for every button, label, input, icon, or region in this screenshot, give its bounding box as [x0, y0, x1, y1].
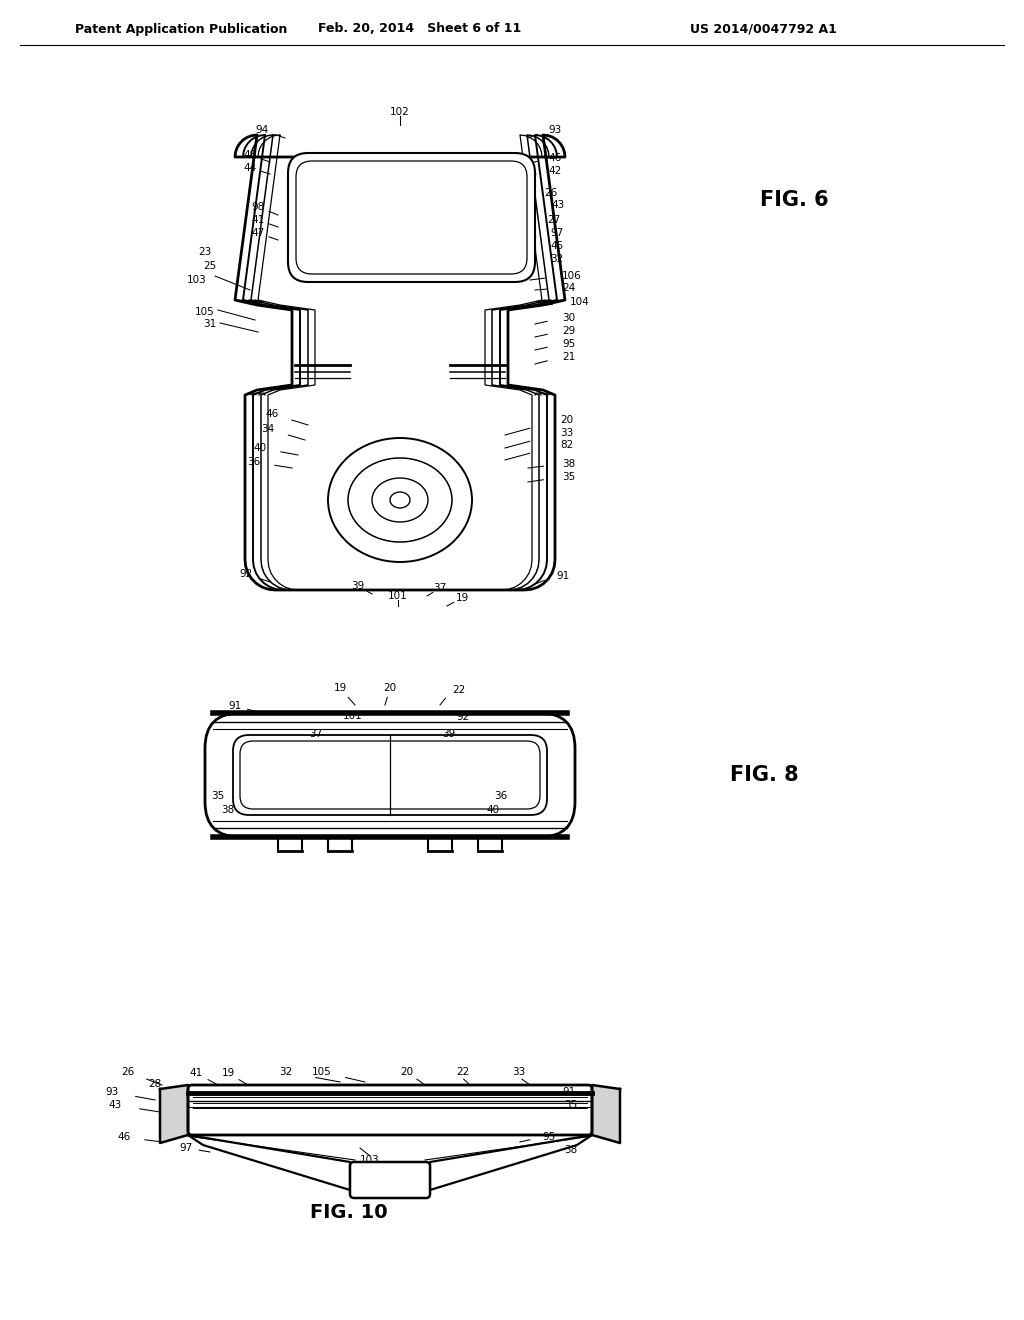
- Text: 48: 48: [244, 150, 257, 160]
- Text: 40: 40: [486, 805, 499, 814]
- Text: 93: 93: [105, 1086, 119, 1097]
- Text: 92: 92: [456, 711, 469, 722]
- Text: 22: 22: [452, 685, 465, 696]
- Text: 102: 102: [390, 107, 410, 117]
- Text: 33: 33: [512, 1067, 525, 1077]
- Text: 47: 47: [251, 228, 264, 238]
- Text: Patent Application Publication: Patent Application Publication: [75, 22, 288, 36]
- Text: 31: 31: [204, 319, 217, 329]
- Text: 41: 41: [189, 1068, 203, 1078]
- Text: 19: 19: [334, 682, 347, 693]
- Text: 30: 30: [562, 313, 575, 323]
- Text: FIG. 10: FIG. 10: [310, 1203, 388, 1221]
- Text: 46: 46: [265, 409, 279, 418]
- Text: 103: 103: [187, 275, 207, 285]
- Text: 43: 43: [551, 201, 564, 210]
- Text: 103: 103: [360, 1155, 380, 1166]
- Text: 101: 101: [343, 711, 362, 721]
- FancyBboxPatch shape: [205, 713, 575, 837]
- Text: 98: 98: [251, 202, 264, 213]
- Text: 101: 101: [388, 591, 408, 601]
- Text: 97: 97: [179, 1143, 193, 1152]
- Text: 33: 33: [560, 428, 573, 438]
- Text: 45: 45: [550, 242, 563, 251]
- Text: 38: 38: [564, 1144, 578, 1155]
- Text: 82: 82: [560, 440, 573, 450]
- Text: 34: 34: [261, 424, 274, 434]
- Polygon shape: [430, 1135, 592, 1191]
- Text: 46: 46: [118, 1133, 131, 1142]
- FancyBboxPatch shape: [188, 1085, 592, 1135]
- Text: 26: 26: [544, 187, 557, 198]
- Text: 26: 26: [122, 1067, 134, 1077]
- Text: 91: 91: [562, 1086, 575, 1097]
- Text: 94: 94: [255, 125, 268, 135]
- Text: FIG. 8: FIG. 8: [730, 766, 799, 785]
- Text: 20: 20: [560, 414, 573, 425]
- Text: 39: 39: [351, 581, 365, 591]
- Text: US 2014/0047792 A1: US 2014/0047792 A1: [690, 22, 837, 36]
- Text: 92: 92: [240, 569, 253, 579]
- Text: 95: 95: [542, 1133, 555, 1142]
- Text: 35: 35: [564, 1100, 578, 1110]
- Text: 104: 104: [570, 297, 590, 308]
- Text: 24: 24: [562, 282, 575, 293]
- Text: 35: 35: [562, 473, 575, 482]
- Text: 32: 32: [280, 1067, 293, 1077]
- Text: 25: 25: [204, 261, 217, 271]
- Text: 37: 37: [309, 729, 323, 739]
- Text: 35: 35: [211, 791, 224, 801]
- Text: 42: 42: [548, 166, 561, 176]
- Text: 20: 20: [400, 1067, 414, 1077]
- Polygon shape: [592, 1085, 620, 1143]
- Text: 43: 43: [109, 1100, 122, 1110]
- Text: 38: 38: [221, 805, 234, 814]
- Text: 23: 23: [199, 247, 212, 257]
- Text: 37: 37: [433, 583, 446, 593]
- Text: 28: 28: [148, 1078, 162, 1089]
- FancyBboxPatch shape: [288, 153, 535, 282]
- Text: 21: 21: [562, 352, 575, 362]
- Text: 39: 39: [442, 729, 456, 739]
- Text: 22: 22: [456, 1067, 469, 1077]
- Text: 40: 40: [253, 444, 266, 453]
- Text: 20: 20: [383, 682, 396, 693]
- Text: 91: 91: [556, 572, 569, 581]
- Text: 32: 32: [550, 253, 563, 264]
- Polygon shape: [160, 1085, 188, 1143]
- Text: 27: 27: [547, 215, 560, 224]
- Text: 95: 95: [562, 339, 575, 348]
- Text: 106: 106: [562, 271, 582, 281]
- Text: 105: 105: [312, 1067, 332, 1077]
- Text: 29: 29: [562, 326, 575, 337]
- Text: Feb. 20, 2014   Sheet 6 of 11: Feb. 20, 2014 Sheet 6 of 11: [318, 22, 521, 36]
- Polygon shape: [234, 135, 565, 590]
- Text: 105: 105: [196, 308, 215, 317]
- FancyBboxPatch shape: [350, 1162, 430, 1199]
- Text: 93: 93: [548, 125, 561, 135]
- Text: 91: 91: [228, 701, 242, 711]
- Text: FIG. 6: FIG. 6: [760, 190, 828, 210]
- Text: 19: 19: [456, 593, 469, 603]
- Text: 97: 97: [550, 228, 563, 238]
- Text: 46: 46: [548, 153, 561, 162]
- Text: 38: 38: [562, 459, 575, 469]
- Text: 44: 44: [244, 162, 257, 173]
- Text: 36: 36: [248, 457, 261, 467]
- Text: 36: 36: [494, 791, 507, 801]
- Text: 19: 19: [221, 1068, 234, 1078]
- FancyBboxPatch shape: [233, 735, 547, 814]
- Text: 41: 41: [251, 215, 264, 224]
- Polygon shape: [188, 1135, 350, 1191]
